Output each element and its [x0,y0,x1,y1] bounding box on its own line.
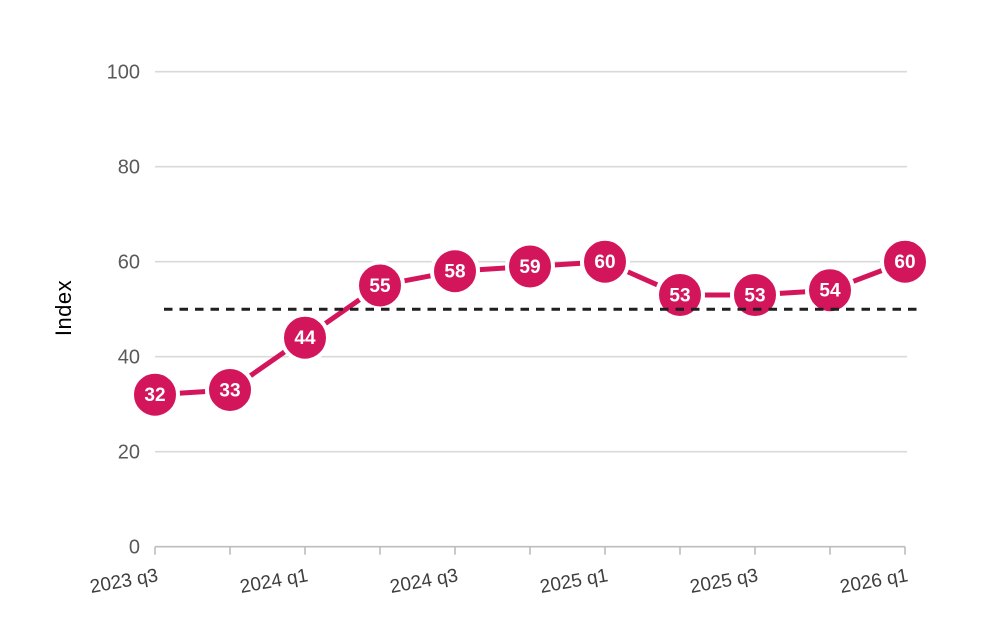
y-tick-label: 0 [129,537,140,559]
x-tick-label: 2024 q3 [388,565,459,598]
data-point-label: 44 [294,328,316,349]
data-point-label: 33 [219,380,240,401]
data-point-label: 59 [519,257,540,278]
data-point-label: 54 [819,281,841,302]
data-point-marker [205,364,255,415]
x-tick-label: 2023 q3 [88,565,159,598]
data-point-marker [505,241,555,292]
y-tick-label: 60 [118,252,140,274]
data-point-label: 60 [594,252,615,273]
data-point-marker [880,236,930,287]
data-point-label: 32 [144,385,165,406]
data-point-marker [580,236,630,287]
data-point-label: 53 [669,285,690,306]
data-point-marker [430,246,480,297]
x-tick-label: 2025 q3 [688,565,759,598]
y-tick-label: 100 [107,62,140,84]
data-point-label: 53 [744,285,765,306]
data-point-marker [130,369,180,420]
data-point-marker [730,269,780,320]
x-tick-label: 2024 q1 [238,565,309,598]
data-point-label: 55 [369,276,391,297]
x-tick-label: 2025 q1 [538,565,609,598]
data-point-marker [805,265,855,316]
data-point-marker [655,269,705,320]
data-point-label: 60 [894,252,915,273]
data-point-marker [280,312,330,363]
x-tick-label: 2026 q1 [838,565,909,598]
y-tick-label: 20 [118,442,140,464]
y-axis-title: Index [51,279,76,337]
y-tick-label: 80 [118,157,140,179]
data-point-label: 58 [444,262,465,283]
y-tick-label: 40 [118,347,140,369]
data-point-marker [355,260,405,311]
